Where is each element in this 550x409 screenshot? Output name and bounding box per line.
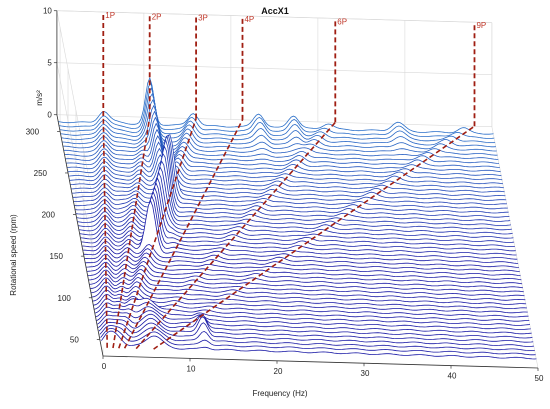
spectrum-line [63,110,499,160]
y-axis-label: Rotational speed (rpm) [9,214,18,296]
order-label-2p: 2P [152,12,162,21]
y-tick-label: 100 [58,294,72,303]
z-tick-label: 10 [43,7,52,16]
spectrum-line [59,81,495,139]
y-tick-label: 200 [42,211,56,220]
spectrum-line [87,264,523,289]
grid-line [56,62,492,76]
order-label-4p: 4P [244,15,254,24]
x-tick-label: 20 [274,367,283,376]
spectrum-line [61,98,497,152]
spectrum-fill [86,257,522,281]
z-axis-label: m/s² [35,90,44,106]
x-tick-label: 0 [102,362,107,371]
spectrum-line [94,302,531,326]
spectrum-line [71,170,507,201]
order-label-3p: 3P [198,14,208,23]
z-tick-label: 0 [47,111,52,120]
spectrum-line [84,248,520,272]
z-tick-label: 5 [47,59,52,68]
order-label-9p: 9P [476,21,486,30]
spectrum-line [70,166,506,197]
spectrum-line [82,195,518,260]
x-axis-label: Frequency (Hz) [252,389,307,398]
spectrum-line [72,134,508,210]
spectrum-line [67,147,504,185]
box-edge [56,10,492,24]
spectrum-fill [78,172,514,239]
order-label-1p: 1P [105,11,115,20]
spectrum-line [101,330,537,360]
spectrum-line [88,268,524,293]
spectrum-line [66,135,502,177]
spectrum-line [86,256,522,281]
spectrum-line [93,293,529,318]
y-tick-label: 250 [34,169,48,178]
grid-line [56,114,492,128]
spectrum-line [81,191,517,256]
order-line-3p [118,118,197,349]
spectrum-line [80,186,516,252]
spectrum-fill [87,261,523,285]
box-edge [491,126,539,369]
spectrum-line [67,141,503,181]
spectrum-line [65,128,501,173]
chart-title: AccX1 [261,6,289,16]
spectrum-line [73,135,509,214]
spectrum-line [62,104,498,156]
spectrum-line [64,122,500,168]
axes-layer: 0 10 20 30 40 50 50 100 150 200 250 300 0 5 10 [26,7,544,383]
spectrum-line [60,92,496,148]
spectrum-line [91,285,527,309]
spectrum-fill [84,248,520,273]
spectrum-line [83,243,519,268]
spectrum-line [95,306,531,330]
spectrum-line [64,116,500,164]
spectrum-fill [94,298,530,323]
spectrum-line [96,310,532,335]
spectrum-line [97,313,533,339]
order-line-4p [123,119,244,349]
spectra-layer [58,76,537,360]
spectrum-fill [68,154,504,190]
spectrum-fill [88,269,524,294]
spectrum-line [87,260,523,285]
order-line-9p [153,125,475,350]
spectrum-line [94,297,530,322]
x-tick-label: 40 [448,372,457,381]
spectrum-line [100,327,536,356]
y-tick-label: 150 [50,252,64,261]
x-tick-label: 50 [535,374,544,383]
spectrum-line [98,321,535,347]
spectrum-fill [85,252,521,277]
spectrum-line [89,272,525,297]
spectrum-line [91,281,527,305]
order-label-6p: 6P [337,17,347,26]
spectrum-line [69,160,505,193]
spectrum-line [60,87,496,143]
y-tick-label: 300 [26,127,40,136]
order-lines-layer: 1P 2P 3P 4P 6P 9P [102,11,486,350]
spectrum-line [97,316,534,343]
spectrum-line [58,76,494,135]
x-tick-label: 30 [361,369,370,378]
y-axis-line [56,114,104,357]
order-line-6p [135,121,336,350]
spectrum-fill [83,244,519,269]
spectrum-fill [87,265,523,289]
x-axis-line [102,355,539,369]
spectrum-line [83,199,519,264]
spectrum-line [90,276,526,301]
y-tick-label: 50 [70,335,79,344]
order-line-2p [112,117,151,349]
spectrum-line [99,325,535,352]
order-line-1p [102,115,108,348]
spectrum-line [92,289,528,314]
spectrum-line [74,138,510,218]
spectrum-line [72,134,508,205]
x-tick-label: 10 [187,364,196,373]
spectrum-line [85,252,521,277]
